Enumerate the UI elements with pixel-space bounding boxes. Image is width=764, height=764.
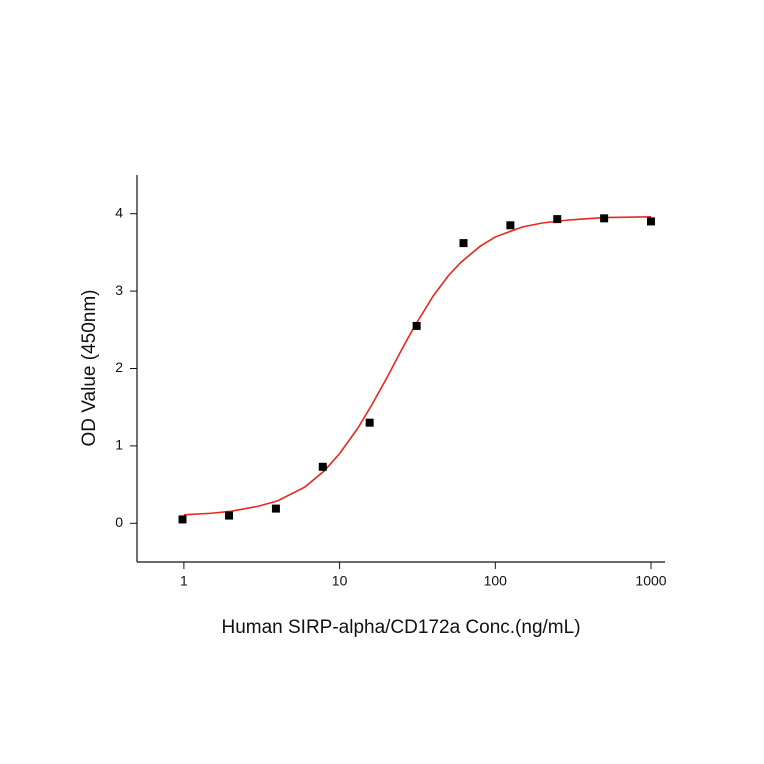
y-tick-label: 3 bbox=[115, 282, 123, 298]
data-point bbox=[318, 462, 327, 471]
data-point bbox=[506, 221, 515, 230]
data-point bbox=[178, 515, 187, 524]
data-point bbox=[225, 511, 234, 520]
y-axis-title: OD Value (450nm) bbox=[79, 290, 100, 447]
data-point bbox=[271, 504, 280, 513]
y-tick-label: 4 bbox=[115, 204, 123, 220]
data-point bbox=[365, 418, 374, 427]
data-point bbox=[412, 321, 421, 330]
data-point bbox=[459, 239, 468, 248]
fit-curve bbox=[183, 215, 652, 516]
x-axis-title: Human SIRP-alpha/CD172a Conc.(ng/mL) bbox=[221, 617, 580, 638]
data-point bbox=[647, 217, 656, 226]
x-tick-label: 1000 bbox=[635, 573, 666, 589]
y-tick-label: 0 bbox=[115, 514, 123, 530]
data-point bbox=[553, 215, 562, 224]
x-tick-label: 1 bbox=[180, 573, 188, 589]
x-tick-label: 10 bbox=[332, 573, 348, 589]
y-tick-label: 1 bbox=[115, 437, 123, 453]
x-tick-label: 100 bbox=[484, 573, 508, 589]
y-tick-label: 2 bbox=[115, 359, 123, 375]
data-point bbox=[600, 214, 609, 223]
